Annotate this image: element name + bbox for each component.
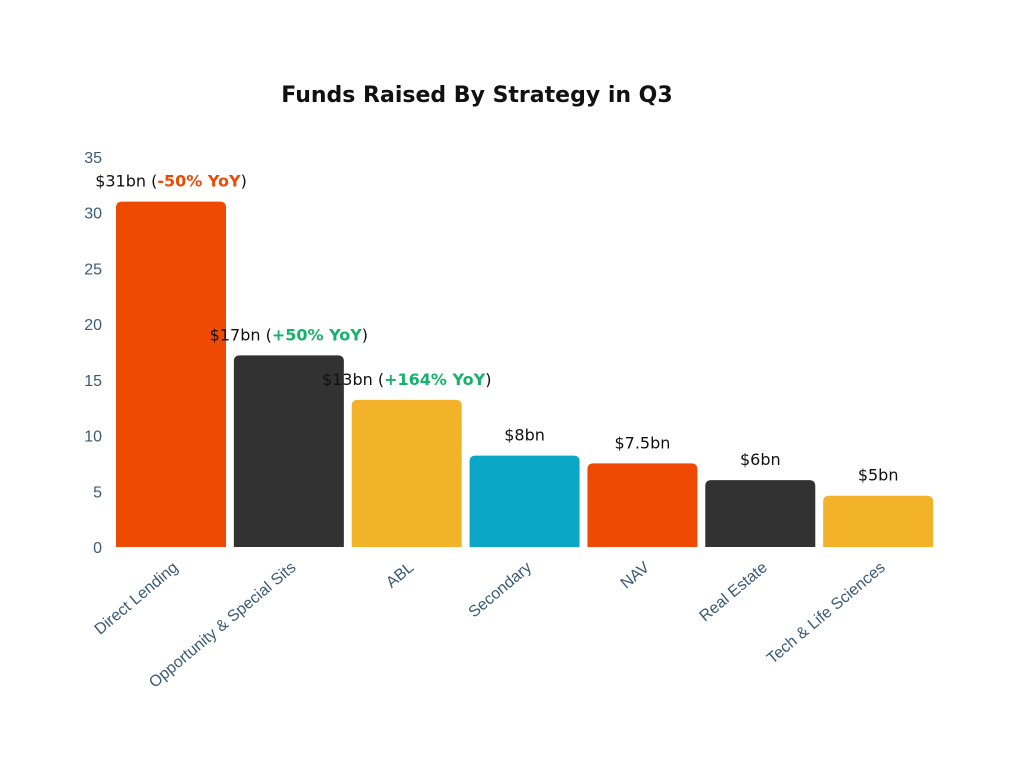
data-label-value: $13bn xyxy=(322,370,373,389)
data-label-yoy: +164% YoY xyxy=(384,370,486,389)
x-tick-label: Tech & Life Sciences xyxy=(764,559,889,667)
data-label-value: $6bn xyxy=(740,450,781,469)
data-label-value: $5bn xyxy=(858,466,899,485)
data-label-paren: ( xyxy=(261,325,272,344)
bar-abl xyxy=(351,399,462,547)
data-label-paren: ) xyxy=(485,370,491,389)
y-tick-label: 10 xyxy=(84,429,102,446)
x-tick-label: ABL xyxy=(383,559,417,592)
y-tick-label: 15 xyxy=(84,373,102,390)
y-tick-label: 0 xyxy=(93,540,102,557)
chart-title: Funds Raised By Strategy in Q3 xyxy=(281,83,672,108)
data-label-paren: ( xyxy=(146,172,157,191)
bar-real-estate xyxy=(705,480,816,547)
x-tick-label: Secondary xyxy=(466,559,536,621)
y-tick-label: 5 xyxy=(93,484,102,501)
data-labels: $31bn (-50% YoY)$17bn (+50% YoY)$13bn (+… xyxy=(95,172,898,485)
data-label-yoy: +50% YoY xyxy=(272,325,362,344)
data-label: $7.5bn xyxy=(614,433,670,452)
data-label-value: $8bn xyxy=(504,426,545,445)
y-tick-label: 35 xyxy=(84,150,102,167)
y-axis: 0 5 10 15 20 25 30 35 xyxy=(84,150,102,557)
bar-nav xyxy=(587,463,698,547)
data-label-paren: ) xyxy=(362,325,368,344)
y-tick-label: 25 xyxy=(84,261,102,278)
data-label: $17bn (+50% YoY) xyxy=(210,325,368,344)
data-label-paren: ) xyxy=(241,172,247,191)
data-label-paren: ( xyxy=(373,370,384,389)
data-label: $6bn xyxy=(740,450,781,469)
bar-secondary xyxy=(469,455,580,547)
data-label: $13bn (+164% YoY) xyxy=(322,370,492,389)
bar-opportunity-special-sits xyxy=(233,355,344,547)
data-label-value: $7.5bn xyxy=(614,433,670,452)
y-tick-label: 30 xyxy=(84,206,102,223)
data-label: $31bn (-50% YoY) xyxy=(95,172,247,191)
bar-tech-life-sciences xyxy=(823,495,934,547)
data-label-value: $17bn xyxy=(210,325,261,344)
x-tick-label: NAV xyxy=(618,559,653,593)
data-label-value: $31bn xyxy=(95,172,146,191)
bar-direct-lending xyxy=(116,201,226,548)
x-tick-label: Direct Lending xyxy=(92,559,182,638)
data-label: $5bn xyxy=(858,466,899,485)
y-tick-label: 20 xyxy=(84,317,102,334)
bars xyxy=(116,201,934,548)
data-label: $8bn xyxy=(504,426,545,445)
data-label-yoy: -50% YoY xyxy=(157,172,241,191)
x-tick-label: Real Estate xyxy=(697,559,771,625)
